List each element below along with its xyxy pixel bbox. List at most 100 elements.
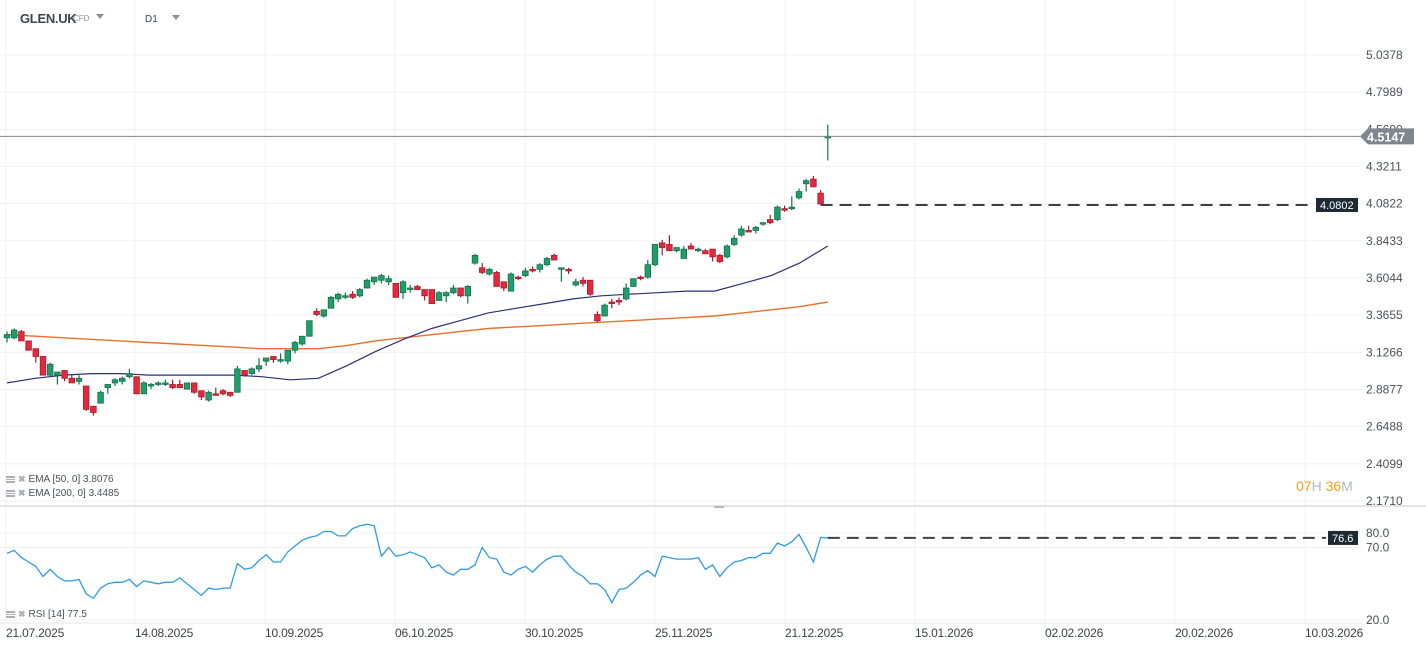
candle	[478, 263, 486, 275]
candle	[320, 309, 327, 318]
candle	[147, 382, 155, 390]
candle	[745, 225, 752, 233]
candle	[565, 267, 572, 275]
candle	[349, 291, 356, 299]
date-tick: 06.10.2025	[395, 626, 454, 640]
candle	[68, 375, 75, 384]
candle	[752, 225, 759, 234]
candle	[543, 256, 551, 267]
candle	[334, 292, 342, 303]
price-tick: 3.8433	[1366, 234, 1403, 248]
rsi-label: RSI [14] 77.5	[28, 609, 87, 620]
candle	[723, 244, 731, 259]
candle	[370, 276, 378, 285]
candle	[644, 260, 651, 279]
candle	[241, 370, 248, 377]
ema200-label: EMA [200, 0] 3.4485	[28, 488, 120, 499]
svg-text:76.6: 76.6	[1332, 533, 1353, 545]
timeframe-dropdown-icon[interactable]	[172, 15, 180, 20]
candle	[673, 247, 680, 253]
settings-icon[interactable]	[6, 476, 15, 483]
svg-text:4.5147: 4.5147	[1367, 130, 1405, 144]
candle	[97, 390, 104, 404]
candle	[363, 278, 371, 289]
date-tick: 20.02.2026	[1175, 626, 1234, 640]
candle	[666, 235, 673, 252]
candle	[457, 287, 464, 298]
symbol-name[interactable]: GLEN.UK	[20, 11, 77, 26]
candle	[687, 242, 695, 250]
level-tag[interactable]	[1316, 197, 1358, 212]
candle	[126, 368, 133, 379]
candle	[623, 283, 630, 301]
price-tick: 5.0378	[1366, 48, 1403, 62]
price-tick: 3.3655	[1366, 308, 1403, 322]
candle	[515, 275, 522, 281]
candle	[154, 381, 162, 387]
candle	[507, 272, 515, 292]
candle	[219, 389, 227, 396]
settings-icon[interactable]	[6, 611, 15, 618]
price-tick: 4.3211	[1366, 160, 1402, 174]
price-tick: 2.4099	[1366, 457, 1403, 471]
close-icon[interactable]: ✖	[18, 488, 26, 498]
ema50-label: EMA [50, 0] 3.8076	[28, 474, 114, 485]
candle	[212, 387, 219, 396]
symbol-dropdown-icon[interactable]	[96, 14, 104, 19]
candle	[817, 190, 824, 205]
candle	[226, 391, 234, 397]
candle	[392, 282, 399, 298]
candle	[788, 196, 795, 211]
candle	[421, 289, 428, 301]
symbol-type: CFD	[73, 14, 90, 23]
candle	[104, 384, 111, 394]
candle	[119, 376, 126, 385]
candle	[61, 370, 68, 382]
countdown-minutes: 36	[1325, 478, 1342, 494]
candle	[731, 235, 738, 247]
rsi-level-tag[interactable]	[1328, 530, 1358, 545]
candle	[759, 222, 767, 226]
candle	[615, 297, 623, 306]
close-icon[interactable]: ✖	[18, 474, 26, 484]
candle	[471, 253, 479, 265]
candle	[500, 281, 507, 292]
ema200-line	[6, 301, 828, 350]
candle	[356, 288, 363, 298]
candle	[284, 349, 291, 365]
candle	[190, 382, 198, 394]
panel-resize-handle[interactable]	[714, 506, 724, 508]
candle	[529, 266, 536, 273]
candle	[428, 289, 435, 304]
date-tick: 10.03.2026	[1305, 626, 1364, 640]
candle	[738, 225, 745, 237]
timeframe-selector[interactable]: D1	[145, 14, 158, 25]
candle	[572, 278, 579, 287]
chart-header: GLEN.UK CFD D1	[0, 0, 1426, 38]
date-tick: 21.07.2025	[6, 626, 65, 640]
candle	[414, 284, 421, 290]
close-icon[interactable]: ✖	[18, 609, 26, 619]
candle	[716, 253, 723, 264]
candle	[536, 263, 543, 273]
svg-text:4.0802: 4.0802	[1320, 200, 1354, 212]
date-tick: 10.09.2025	[265, 626, 324, 640]
candle	[306, 320, 313, 337]
candle	[378, 274, 385, 284]
candle	[169, 379, 176, 390]
candle	[291, 340, 299, 354]
candle	[111, 378, 119, 387]
price-tick: 4.7989	[1366, 85, 1403, 99]
candle	[342, 292, 349, 299]
date-tick: 21.12.2025	[785, 626, 844, 640]
candle	[680, 246, 687, 259]
date-tick: 02.02.2026	[1045, 626, 1104, 640]
price-tick: 2.6488	[1366, 420, 1403, 434]
candle	[442, 291, 450, 303]
settings-icon[interactable]	[6, 490, 15, 497]
ema200-legend: ✖ EMA [200, 0] 3.4485	[6, 488, 119, 499]
candle	[399, 280, 407, 299]
candle	[579, 277, 587, 287]
price-tick: 4.0822	[1366, 197, 1403, 211]
